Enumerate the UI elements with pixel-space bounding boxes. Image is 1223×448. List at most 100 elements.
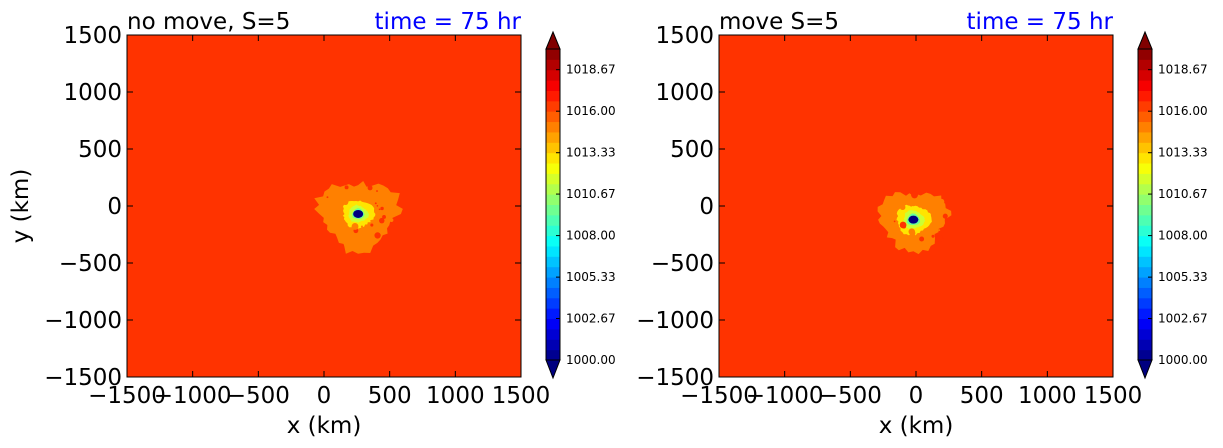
colorbar-tick-label: 1013.33	[566, 146, 616, 160]
y-tick-label: −1000	[636, 308, 714, 334]
x-axis-label: x (km)	[287, 413, 362, 439]
colorbar-segment	[546, 318, 560, 330]
colorbar-segment	[1138, 121, 1152, 133]
y-tick-label: −1500	[636, 365, 714, 391]
colorbar-segment	[546, 277, 560, 288]
colorbar-segment	[1138, 90, 1152, 102]
contour-patch	[330, 204, 335, 209]
colorbar-segment	[1138, 111, 1152, 123]
x-tick-label: 1500	[1084, 383, 1143, 409]
colorbar-segment	[546, 194, 560, 205]
y-tick-label: −1000	[44, 308, 122, 334]
colorbar-segment	[1138, 339, 1152, 351]
colorbar-segment	[546, 204, 560, 216]
x-tick-label: −1000	[154, 383, 232, 409]
contour-patch	[942, 213, 948, 219]
x-tick-label: 0	[317, 383, 332, 409]
contour-patch	[360, 225, 363, 228]
colorbar-extend-min	[1137, 359, 1153, 380]
contour-patch	[893, 220, 896, 223]
x-tick-label: 500	[960, 383, 1004, 409]
colorbar-segment	[546, 121, 560, 133]
contour-patch	[931, 234, 935, 238]
colorbar-segment	[546, 100, 560, 112]
contour-patch	[378, 208, 381, 211]
contour-patch	[344, 185, 349, 190]
colorbar-segment	[546, 90, 560, 102]
contour-patch	[916, 241, 923, 248]
colorbar-segment	[546, 225, 560, 237]
colorbar-segments	[1138, 49, 1152, 361]
contour-patch	[342, 199, 349, 206]
contour-patch	[899, 221, 907, 229]
y-tick-label: 0	[107, 194, 122, 220]
contour-patch	[889, 201, 895, 207]
y-tick-label: 1000	[655, 80, 714, 106]
panel-move: −1500−1000−500 0 500 1000 1500 −1500−1000−50…	[636, 9, 1207, 439]
y-tick-label: −1500	[44, 365, 122, 391]
colorbar-segment	[546, 59, 560, 71]
time-label: time = 75 hr	[967, 9, 1114, 35]
contour-patch	[930, 226, 938, 234]
colorbar-extend-max	[1137, 30, 1153, 50]
x-tick-label: −1000	[746, 383, 824, 409]
y-tick-label: 1500	[655, 23, 714, 49]
x-ticks: −1500−1000−500 0 500 1000 1500	[88, 35, 550, 409]
contour-patch	[382, 215, 386, 219]
colorbar-segment	[546, 173, 560, 185]
y-tick-label: 0	[699, 194, 714, 220]
colorbar-tick-label: 1005.33	[566, 270, 616, 284]
colorbar-tick-label: 1018.67	[566, 63, 616, 77]
colorbar-tick-label: 1010.67	[566, 187, 616, 201]
x-tick-label: −1500	[88, 383, 166, 409]
cyclone-core	[908, 215, 919, 224]
colorbar-segment	[1138, 214, 1152, 226]
colorbar-segment	[1138, 142, 1152, 154]
colorbar-segment	[1138, 266, 1152, 278]
colorbar-segment	[1138, 287, 1152, 299]
contour-patch	[938, 229, 941, 231]
colorbar-segment	[1138, 194, 1152, 205]
x-tick-label: 1500	[492, 383, 551, 409]
colorbar-segment	[546, 287, 560, 299]
colorbar-segment	[546, 339, 560, 351]
x-axis-label: x (km)	[879, 413, 954, 439]
colorbar-tick-label: 1000.00	[566, 353, 616, 367]
colorbar-segment	[1138, 245, 1152, 257]
contour-patch	[909, 203, 913, 207]
contour-patch	[367, 185, 373, 191]
y-tick-label: −500	[59, 251, 122, 277]
colorbar-tick-label: 1002.67	[566, 311, 616, 325]
colorbar-segment	[546, 69, 560, 81]
contour-patch	[926, 233, 932, 239]
colorbar-segment	[546, 80, 560, 91]
colorbar-segment	[546, 152, 560, 164]
plot-area	[718, 34, 1114, 378]
contour-patch	[930, 209, 937, 216]
contour-patch	[899, 204, 906, 211]
colorbar-segment	[1138, 297, 1152, 309]
contour-patch	[335, 207, 344, 215]
contour-patch	[887, 209, 892, 214]
y-axis-label: y (km)	[8, 169, 34, 244]
colorbar-segments	[546, 49, 560, 361]
colorbar-segment	[546, 245, 560, 257]
colorbar-segment	[546, 111, 560, 123]
colorbar-segment	[546, 349, 560, 361]
y-tick-label: 500	[78, 137, 122, 163]
colorbar-tick-label: 1013.33	[1158, 146, 1208, 160]
panel-title: move S=5	[719, 9, 839, 35]
contour-patch	[900, 199, 904, 204]
colorbar-segment	[546, 256, 560, 268]
colorbar-segment	[546, 266, 560, 278]
colorbar-segment	[546, 49, 560, 60]
colorbar-tick-label: 1002.67	[1158, 311, 1208, 325]
y-ticks: −1500 −1000 −500 0 500 1000 1500	[636, 23, 1113, 391]
x-tick-label: −1500	[680, 383, 758, 409]
contour-patch	[326, 196, 329, 199]
pressure-field	[314, 181, 403, 254]
contour-patch	[938, 198, 945, 205]
contour-patch	[911, 234, 917, 241]
contour-patch	[351, 223, 359, 230]
cyclone-core	[353, 209, 364, 218]
